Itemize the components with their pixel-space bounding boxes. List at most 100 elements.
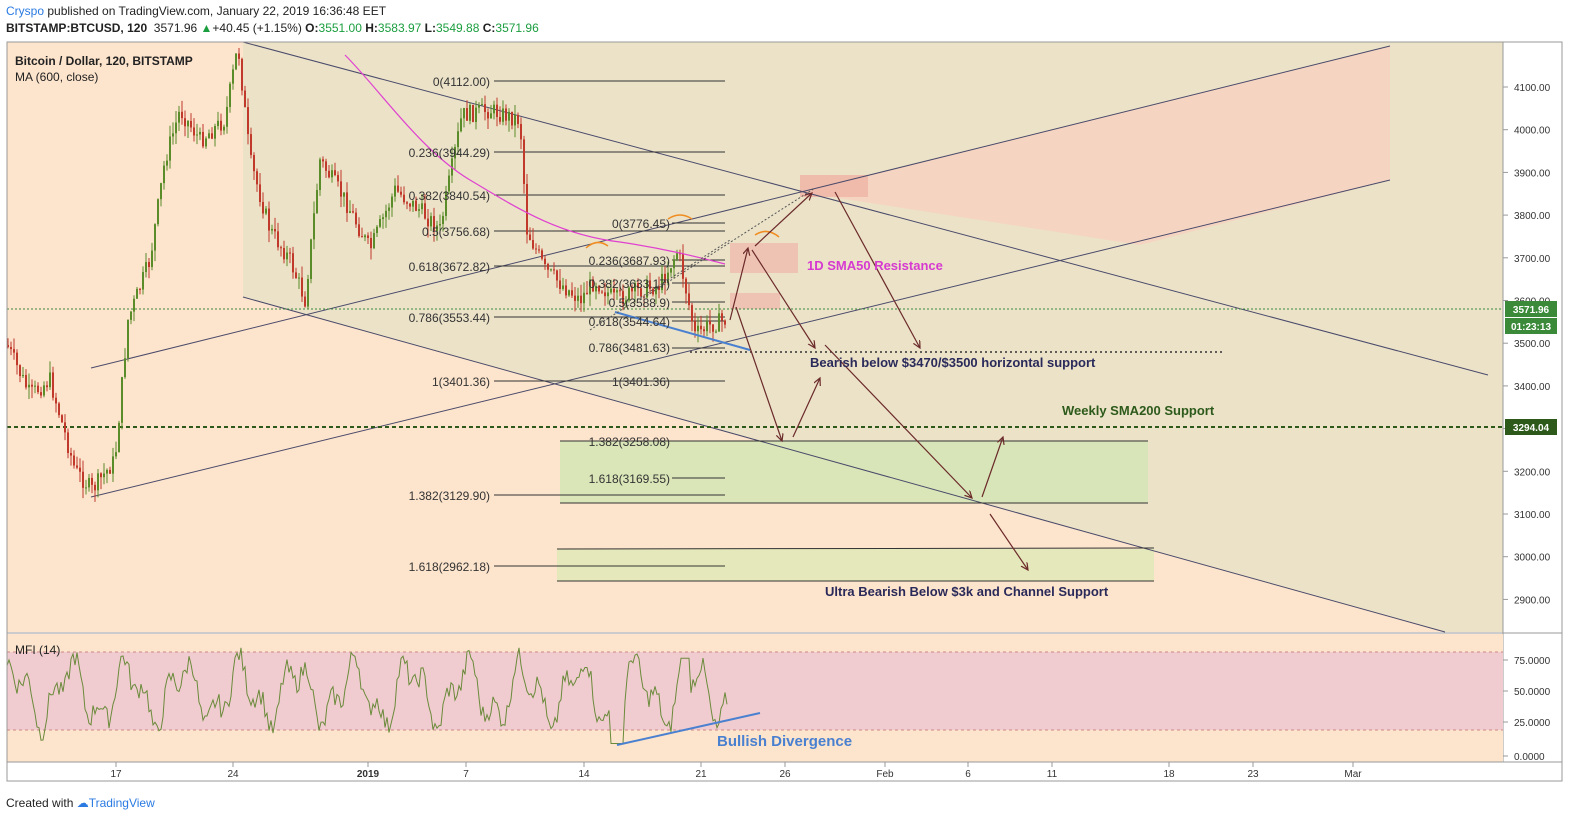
candle-body <box>484 104 486 113</box>
fib-lines-right[interactable] <box>672 222 725 479</box>
fib-label: 0.618(3672.82) <box>409 260 490 274</box>
author-name[interactable]: Cryspo <box>6 4 45 18</box>
candle-body <box>13 349 15 353</box>
fib-label: 0(4112.00) <box>433 75 490 89</box>
price-tick-label: 3700.00 <box>1514 254 1551 265</box>
candle-body <box>466 108 468 121</box>
channel-lines[interactable] <box>90 41 1489 633</box>
candle-body <box>718 313 720 332</box>
candle-body <box>361 236 363 238</box>
candle-body <box>400 191 402 195</box>
candle-body <box>403 194 405 203</box>
candle-body <box>508 111 510 121</box>
candle-body <box>154 224 156 251</box>
ma-legend[interactable]: MA (600, close) <box>15 70 98 84</box>
candle-body <box>658 286 660 290</box>
candle-body <box>112 456 114 474</box>
candle-body <box>343 192 345 197</box>
candle-body <box>583 292 585 304</box>
candlestick-series[interactable] <box>7 48 726 502</box>
candle-body <box>187 120 189 127</box>
tradingview-logo-icon[interactable]: ☁ <box>76 796 89 810</box>
candle-body <box>166 160 168 166</box>
tradingview-link[interactable]: TradingView <box>88 796 155 810</box>
candle-body <box>160 183 162 200</box>
candle-body <box>49 372 51 388</box>
candle-body <box>142 272 144 290</box>
candle-body <box>421 203 423 210</box>
candle-body <box>514 114 516 126</box>
candle-body <box>289 252 291 254</box>
candle-body <box>448 175 450 192</box>
ascending-channel-zone <box>800 46 1390 245</box>
candle-body <box>460 118 462 132</box>
resistance-box-low <box>730 293 780 309</box>
candle-body <box>34 385 36 387</box>
mfi-band <box>7 652 1503 730</box>
candle-body <box>298 277 300 279</box>
candle-body <box>556 270 558 281</box>
candle-body <box>625 300 627 305</box>
fib-label: 0.618(3544.64) <box>589 315 670 329</box>
candle-body <box>691 305 693 322</box>
fib-label: 1(3401.36) <box>432 375 490 389</box>
candle-body <box>43 385 45 396</box>
candle-body <box>85 487 87 489</box>
candle-body <box>697 325 699 332</box>
candle-body <box>22 375 24 377</box>
sma50-annotation: 1D SMA50 Resistance <box>807 258 943 273</box>
mfi-tick-label: 50.0000 <box>1514 687 1551 698</box>
candle-body <box>475 107 477 123</box>
candle-body <box>685 278 687 294</box>
candle-body <box>652 288 654 295</box>
candle-body <box>358 224 360 237</box>
mfi-line[interactable] <box>6 647 728 744</box>
candle-body <box>211 133 213 139</box>
candle-body <box>640 288 642 297</box>
candle-body <box>397 185 399 192</box>
candle-body <box>61 415 63 423</box>
candle-body <box>469 104 471 121</box>
candle-body <box>265 208 267 214</box>
candle-body <box>46 385 48 388</box>
price-tick-label: 4100.00 <box>1514 83 1551 94</box>
candle-body <box>70 452 72 456</box>
candle-body <box>520 124 522 140</box>
candle-body <box>220 120 222 131</box>
candle-body <box>79 467 81 472</box>
candle-body <box>40 392 42 396</box>
close-value: 3571.96 <box>495 21 539 35</box>
countdown-tag-bg <box>1505 318 1557 334</box>
chart-border <box>6 41 1563 782</box>
candle-body <box>457 131 459 148</box>
candle-body <box>37 385 39 393</box>
candle-body <box>292 253 294 273</box>
candle-body <box>376 226 378 234</box>
candle-body <box>169 136 171 161</box>
candle-body <box>532 240 534 249</box>
mfi-tick-label: 25.0000 <box>1514 718 1551 729</box>
price-axis[interactable] <box>1504 42 1562 762</box>
time-axis-ticks[interactable]: 17 24 2019 7 14 21 26 Feb 6 11 18 23 Mar <box>110 762 1362 780</box>
time-tick-label: Feb <box>876 769 894 780</box>
candle-body <box>682 253 684 279</box>
candle-body <box>364 235 366 238</box>
candle-body <box>409 203 411 207</box>
candle-body <box>214 126 216 139</box>
candle-body <box>412 200 414 207</box>
high-value: 3583.97 <box>377 21 422 35</box>
candle-body <box>664 273 666 284</box>
ma-600-line[interactable] <box>344 54 726 265</box>
footer: Created with ☁TradingView <box>6 796 155 810</box>
candle-body <box>10 347 12 350</box>
candle-body <box>613 288 615 293</box>
candle-body <box>208 133 210 139</box>
candle-body <box>28 384 30 388</box>
candle-body <box>499 116 501 122</box>
candle-body <box>562 285 564 289</box>
candle-body <box>280 247 282 249</box>
candle-body <box>82 471 84 488</box>
candle-body <box>424 203 426 219</box>
mfi-legend[interactable]: MFI (14) <box>15 643 60 657</box>
